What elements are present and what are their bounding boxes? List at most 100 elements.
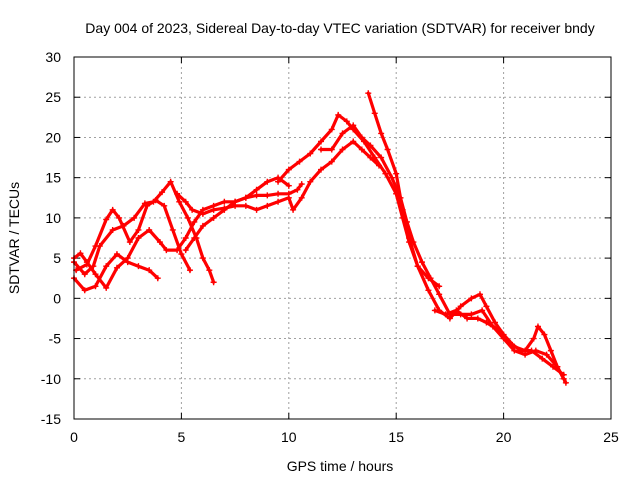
data-point (550, 363, 557, 370)
y-axis-label: SDTVAR / TECUs (6, 182, 22, 294)
data-point (358, 146, 365, 153)
data-point (178, 251, 185, 258)
data-point (146, 226, 153, 233)
data-point (476, 291, 483, 298)
series-line (433, 308, 566, 377)
data-point (81, 287, 88, 294)
data-point (294, 186, 301, 193)
data-point (335, 111, 342, 118)
data-point (92, 283, 99, 290)
data-point (464, 315, 471, 322)
data-point (298, 194, 305, 201)
data-point (560, 371, 567, 378)
data-point (388, 174, 395, 181)
x-tick-label: 10 (281, 429, 297, 445)
data-point (199, 210, 206, 217)
data-point (318, 146, 325, 153)
data-point (167, 178, 174, 185)
data-point (483, 319, 490, 326)
data-point (126, 239, 133, 246)
data-point (253, 192, 260, 199)
data-point (378, 154, 385, 161)
data-point (146, 267, 153, 274)
data-point (468, 295, 475, 302)
data-point (275, 190, 282, 197)
data-series (71, 90, 569, 386)
data-point (431, 307, 438, 314)
data-point (103, 263, 110, 270)
data-point (169, 226, 176, 233)
data-point (103, 216, 110, 223)
data-point (507, 339, 514, 346)
data-point (81, 271, 88, 278)
data-point (113, 264, 120, 271)
data-point (199, 255, 206, 262)
data-point (191, 218, 198, 225)
data-point (176, 198, 183, 205)
data-point (371, 154, 378, 161)
y-tick-label: 30 (45, 49, 61, 65)
data-point (285, 182, 292, 189)
series-arc-9 (365, 90, 569, 386)
data-point (496, 327, 503, 334)
data-point (483, 303, 490, 310)
data-point (350, 138, 357, 145)
data-point (425, 287, 432, 294)
data-point (406, 235, 413, 241)
data-point (253, 186, 260, 193)
data-point (182, 247, 189, 254)
series-line (319, 123, 566, 381)
y-tick-label: 5 (53, 250, 61, 266)
data-point (182, 198, 189, 205)
chart-title: Day 004 of 2023, Sidereal Day-to-day VTE… (85, 20, 594, 36)
data-point (210, 206, 217, 213)
x-axis-label: GPS time / hours (287, 458, 394, 474)
y-tick-label: -15 (41, 411, 61, 427)
data-point (365, 90, 372, 97)
data-point (135, 235, 142, 241)
x-tick-label: 25 (603, 429, 619, 445)
data-point (479, 307, 486, 314)
y-tick-labels: -15 -10 -5 0 5 10 15 20 25 30 (41, 49, 61, 427)
y-tick-label: 15 (45, 170, 61, 186)
data-point (528, 347, 535, 354)
data-point (541, 331, 548, 338)
y-tick-label: 25 (45, 89, 61, 105)
series-line (175, 139, 381, 216)
plot-frame (73, 56, 612, 420)
data-point (328, 158, 335, 165)
data-point (358, 134, 365, 141)
data-point (399, 206, 406, 213)
data-point (539, 355, 546, 362)
data-point (113, 251, 120, 258)
data-point (474, 315, 481, 322)
data-point (163, 247, 170, 254)
data-point (161, 202, 168, 209)
data-point (184, 214, 191, 221)
data-point (131, 214, 138, 221)
data-point (382, 170, 389, 177)
y-tick-label: -5 (49, 331, 62, 347)
data-point (318, 138, 325, 145)
data-point (156, 239, 163, 246)
data-point (141, 200, 148, 207)
data-point (116, 214, 123, 221)
data-point (453, 307, 460, 314)
series-arc-3 (71, 178, 217, 286)
y-tick-label: 10 (45, 210, 61, 226)
y-tick-label: 0 (53, 290, 61, 306)
data-point (232, 198, 239, 205)
data-point (298, 181, 305, 188)
data-point (264, 202, 271, 209)
data-point (135, 263, 142, 270)
data-point (457, 303, 464, 310)
data-point (174, 190, 181, 197)
data-point (378, 130, 385, 137)
data-point (221, 206, 228, 213)
data-point (159, 189, 166, 196)
series-arc-2 (73, 197, 193, 274)
data-point (124, 255, 131, 262)
data-point (103, 284, 110, 291)
data-point (210, 214, 217, 221)
data-point (191, 235, 198, 241)
